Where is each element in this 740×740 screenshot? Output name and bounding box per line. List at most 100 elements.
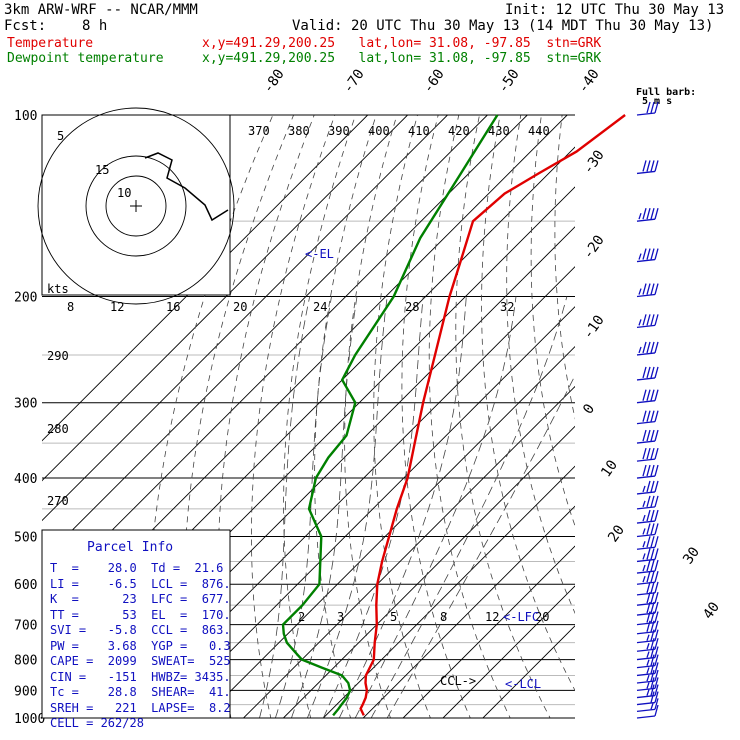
isotherm-line (283, 425, 575, 718)
wind-barb (636, 654, 659, 669)
isotherm-line (203, 345, 575, 718)
isotherm-line (42, 115, 408, 482)
wind-barb (636, 646, 659, 661)
pressure-tick-label: 300 (14, 397, 37, 412)
hodograph-ring-label: 5 (57, 129, 64, 143)
isotherm-line (42, 115, 528, 601)
parcel-row: K = 23 LFC = 677. (50, 592, 231, 606)
isotherm-label: 0 (580, 401, 598, 417)
pressure-tick-label: 1000 (14, 712, 45, 727)
pressure-tick-label: 900 (14, 684, 37, 699)
dry-adiabat (665, 115, 740, 731)
mixing-ratio-label: 3 (337, 610, 344, 624)
dry-adiabat (314, 115, 377, 718)
parcel-row: CIN = -151 HWBZ= 3435. (50, 669, 231, 684)
wind-barb (636, 698, 659, 713)
isotherm-label: 40 (700, 599, 723, 622)
isotherm-line (42, 115, 448, 522)
valid-time: Valid: 20 UTC Thu 30 May 13 (14 MDT Thu … (292, 18, 714, 34)
pressure-tick-label: 800 (14, 654, 37, 669)
wind-barb (636, 536, 659, 550)
isotherm-line (402, 545, 575, 718)
wind-barb (636, 571, 659, 585)
dry-adiabat (428, 115, 511, 718)
dry-adiabat (401, 115, 471, 718)
moist-adiabat (370, 296, 568, 718)
isotherm-line (362, 505, 575, 718)
isotherm-label: -80 (260, 66, 288, 96)
moist-adiabat (338, 296, 467, 718)
wind-barb (636, 691, 659, 706)
wind-barb (636, 677, 659, 692)
theta-label: 380 (288, 124, 310, 138)
pressure-tick-label: 100 (14, 109, 37, 124)
pressure-tick-label: 500 (14, 530, 37, 545)
isotherm-label: -60 (420, 66, 448, 96)
hodograph-ring (85, 155, 187, 257)
model-title: 3km ARW-WRF -- NCAR/MMM (4, 2, 198, 18)
dry-adiabat-label: 280 (47, 422, 69, 436)
dry-adiabat-label: 270 (47, 494, 69, 508)
isotherm-line (42, 115, 488, 562)
mixing-ratio-label: 28 (405, 300, 419, 314)
wind-barb (636, 101, 659, 116)
full-barb-label: Full barb: (636, 87, 696, 98)
hodograph-trace (144, 152, 229, 222)
wind-barb (636, 248, 659, 263)
mixing-ratio-label: 12 (110, 300, 124, 314)
pressure-tick-label: 200 (14, 291, 37, 306)
moist-adiabat (306, 296, 388, 718)
dry-adiabat (455, 115, 551, 718)
temperature-profile (359, 114, 626, 716)
isotherm-label: 10 (598, 457, 621, 480)
theta-label: 440 (528, 124, 550, 138)
wind-barb (636, 495, 659, 510)
theta-label: 420 (448, 124, 470, 138)
dry-adiabat (344, 115, 398, 718)
wind-barb (636, 447, 659, 462)
wind-barb (636, 684, 659, 699)
parcel-row: Tc = 28.8 SHEAR= 41. (50, 685, 231, 699)
mixing-ratio-label: 8 (440, 610, 447, 624)
isotherm-line (322, 465, 575, 718)
dry-adiabat (481, 115, 575, 692)
dry-adiabat (644, 115, 740, 731)
isotherm-line (42, 115, 369, 442)
wind-barb (636, 410, 659, 425)
dewpoint-location: x,y=491.29,200.25 lat,lon= 31.08, -97.85… (202, 51, 602, 66)
mixing-ratio-label: 32 (500, 300, 514, 314)
isotherm-label: -70 (340, 66, 368, 96)
ccl-marker: CCL-> (440, 674, 476, 688)
isotherm-label: 20 (605, 522, 628, 545)
wind-barb (636, 314, 659, 329)
dry-adiabat (554, 115, 575, 420)
dewpoint-legend: Dewpoint temperature (7, 51, 164, 66)
pressure-tick-label: 600 (14, 578, 37, 593)
fcst-label: Fcst: (4, 18, 47, 34)
fcst-value: 8 h (82, 18, 108, 34)
dry-adiabat-label: 290 (47, 349, 69, 363)
mixing-ratio-label: 5 (390, 610, 397, 624)
wind-barb (636, 509, 659, 524)
el-marker: <-EL (305, 247, 334, 261)
wind-barb (636, 662, 659, 677)
parcel-row: CAPE = 2099 SWEAT= 525 (50, 654, 231, 668)
theta-label: 400 (368, 124, 390, 138)
theta-label: 430 (488, 124, 510, 138)
pressure-tick-label: 400 (14, 472, 37, 487)
isotherm-line (243, 385, 575, 718)
temperature-legend: Temperature (7, 36, 94, 51)
theta-label: 390 (328, 124, 350, 138)
hodograph-ring (37, 107, 235, 305)
dry-adiabat (578, 115, 740, 731)
isotherm-line (163, 306, 575, 718)
lcl-marker: <-LCL (505, 677, 541, 691)
hodograph-ring-label: 15 (95, 163, 109, 177)
mixing-ratio-label: 12 (485, 610, 499, 624)
parcel-info-title: Parcel Info (87, 540, 174, 555)
parcel-info-panel (41, 529, 231, 719)
parcel-row: LI = -6.5 LCL = 876. (50, 576, 231, 591)
mixing-ratio-label: 20 (535, 610, 549, 624)
parcel-row: CELL = 262/28 (50, 716, 144, 730)
